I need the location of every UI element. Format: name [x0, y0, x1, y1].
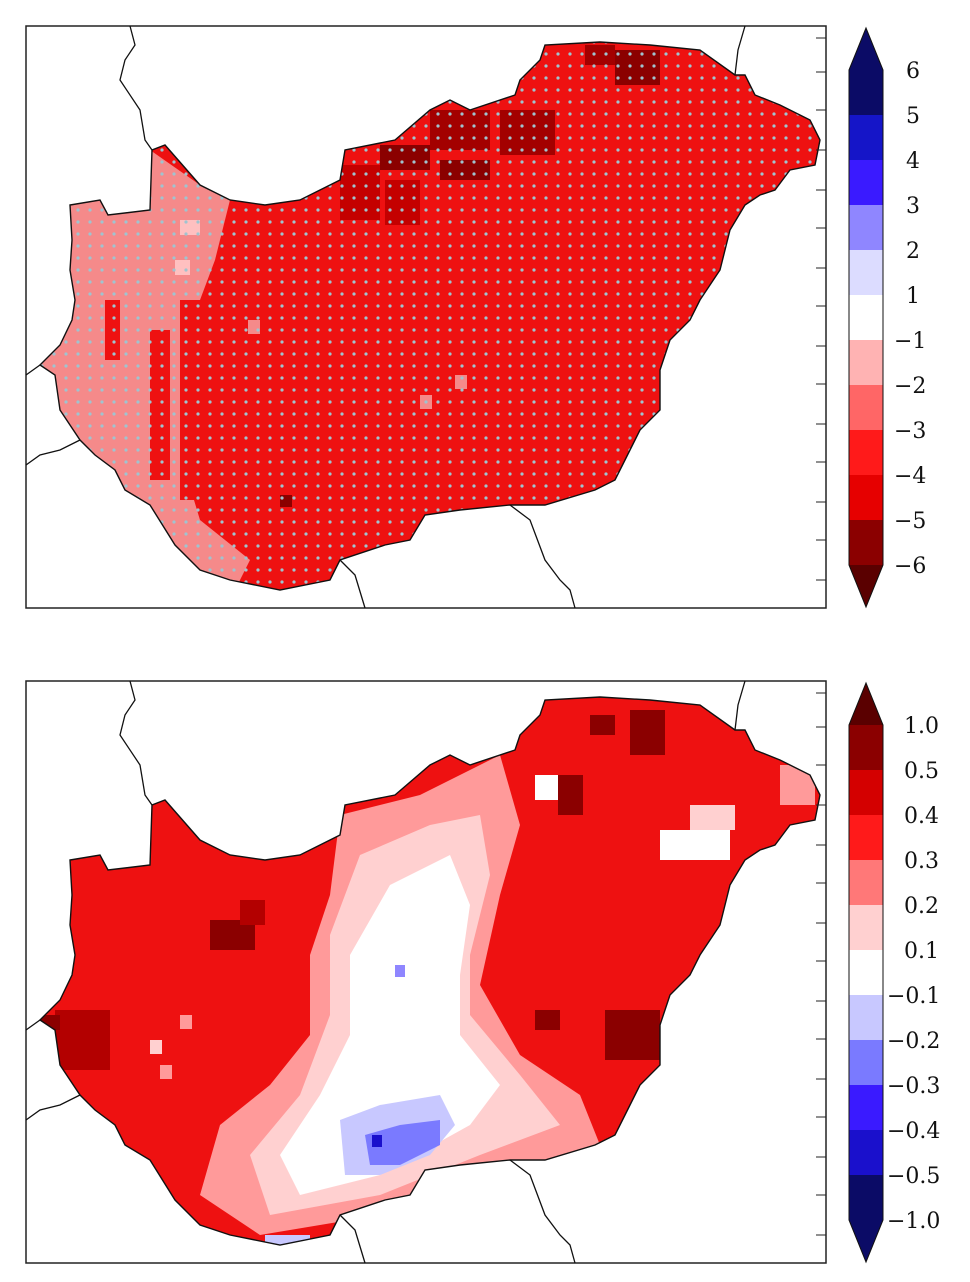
colorbar-segment — [849, 520, 883, 565]
colorbar-segment — [849, 115, 883, 160]
colorbar-segment — [849, 770, 883, 815]
colorbar-label: −4 — [894, 464, 926, 489]
colorbar-label: 0.5 — [904, 759, 939, 784]
colorbar-arrow-top — [849, 683, 883, 725]
colorbar-label: −5 — [894, 509, 926, 534]
colorbar-label: −0.3 — [887, 1074, 940, 1099]
colorbar-label: −3 — [894, 419, 926, 444]
colorbar-segment — [849, 1085, 883, 1130]
colorbar-label: −0.5 — [887, 1164, 940, 1189]
colorbar-segment — [849, 430, 883, 475]
colorbar-segment — [849, 1175, 883, 1220]
colorbar-label: 4 — [906, 149, 920, 174]
colorbar-segment — [849, 340, 883, 385]
colorbar-label: −1 — [894, 329, 926, 354]
colorbar-arrow-bottom — [849, 565, 883, 607]
colorbar-segment — [849, 905, 883, 950]
map-figure-bottom: 1.0 0.5 0.4 0.3 0.2 0.1 −0.1 −0.2 −0.3 −… — [25, 680, 940, 1264]
right-axis-ticks — [816, 692, 826, 1236]
colorbar-label: 6 — [906, 59, 920, 84]
colorbar-label: 3 — [906, 194, 920, 219]
colorbar-segment — [849, 950, 883, 995]
colorbar-label: 0.3 — [904, 849, 939, 874]
colorbar-segment — [849, 475, 883, 520]
colorbar-label: −6 — [894, 554, 926, 579]
colorbar-segment — [849, 295, 883, 340]
colorbar-segment — [849, 1040, 883, 1085]
colorbar-segment — [849, 860, 883, 905]
map-panel-top: 6 5 4 3 2 1 −1 −2 −3 −4 −5 −6 — [25, 25, 926, 609]
colorbar-segment — [849, 725, 883, 770]
colorbar-label: 2 — [906, 239, 920, 264]
colorbar-label: 1.0 — [904, 714, 939, 739]
colorbar: 6 5 4 3 2 1 −1 −2 −3 −4 −5 −6 — [848, 26, 926, 609]
colorbar-segment — [849, 995, 883, 1040]
colorbar-segment — [849, 1130, 883, 1175]
colorbar-arrow-top — [849, 28, 883, 70]
colorbar-label: 0.2 — [904, 894, 939, 919]
colorbar-segment — [849, 250, 883, 295]
colorbar-label: 5 — [906, 104, 920, 129]
neighbor-borders — [25, 25, 746, 609]
colorbar-label: −2 — [894, 374, 926, 399]
colorbar-label: −0.4 — [887, 1119, 940, 1144]
colorbar-segment — [849, 385, 883, 430]
colorbar-label: −0.1 — [887, 984, 940, 1009]
colorbar: 1.0 0.5 0.4 0.3 0.2 0.1 −0.1 −0.2 −0.3 −… — [848, 681, 940, 1264]
colorbar-segment — [849, 205, 883, 250]
map-panel-bottom: 1.0 0.5 0.4 0.3 0.2 0.1 −0.1 −0.2 −0.3 −… — [0, 641, 970, 1282]
hungary-map — [39, 696, 821, 1246]
colorbar-label: 1 — [906, 284, 920, 309]
right-axis-ticks — [816, 37, 826, 581]
colorbar-label: 0.4 — [904, 804, 939, 829]
neighbor-borders — [25, 680, 746, 1264]
map-figure-top: 6 5 4 3 2 1 −1 −2 −3 −4 −5 −6 — [25, 25, 926, 609]
colorbar-label: −0.2 — [887, 1029, 940, 1054]
colorbar-label: 0.1 — [904, 939, 939, 964]
colorbar-segment — [849, 160, 883, 205]
colorbar-segment — [849, 70, 883, 115]
colorbar-segment — [849, 815, 883, 860]
colorbar-label: −1.0 — [887, 1209, 940, 1234]
colorbar-arrow-bottom — [849, 1220, 883, 1262]
